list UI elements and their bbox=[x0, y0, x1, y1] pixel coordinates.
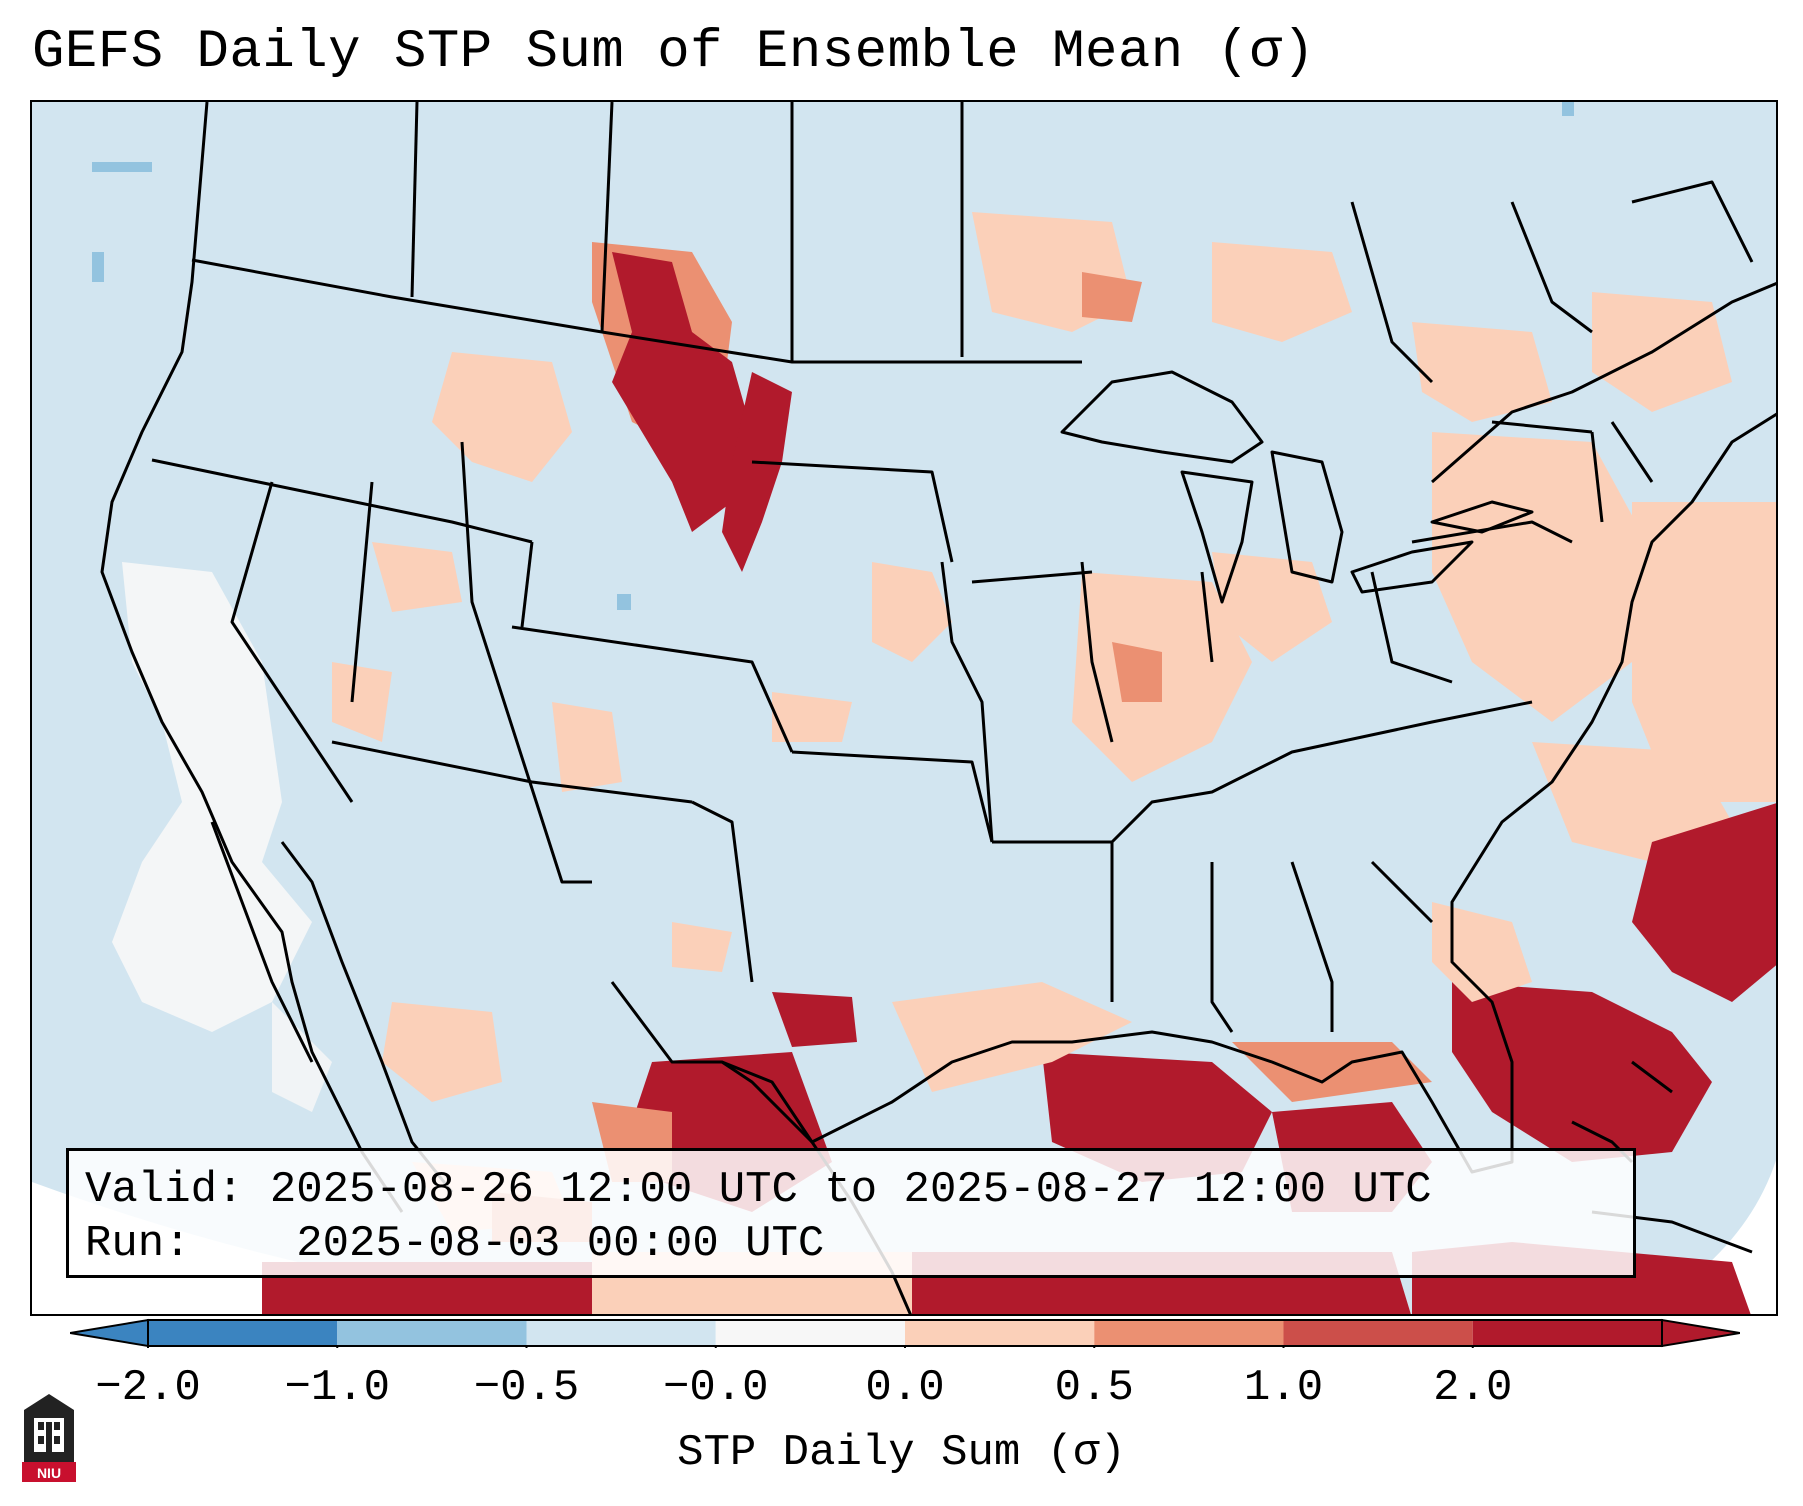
logo-text: NIU bbox=[37, 1465, 61, 1481]
colorbar-tick-label: 2.0 bbox=[1433, 1363, 1513, 1413]
colorbar-segment bbox=[1094, 1320, 1284, 1346]
run-label: Run: bbox=[85, 1219, 191, 1269]
colorbar-segment bbox=[905, 1320, 1095, 1346]
map-panel bbox=[30, 100, 1778, 1316]
colorbar-segment bbox=[1472, 1320, 1662, 1346]
colorbar-svg bbox=[69, 1318, 1741, 1348]
chart-title: GEFS Daily STP Sum of Ensemble Mean (σ) bbox=[32, 22, 1316, 83]
valid-value: 2025-08-26 12:00 UTC to 2025-08-27 12:00… bbox=[269, 1165, 1432, 1215]
university-building-icon: NIU bbox=[22, 1394, 76, 1482]
colorbar bbox=[69, 1318, 1741, 1348]
run-value: 2025-08-03 00:00 UTC bbox=[296, 1219, 825, 1269]
colorbar-tick-label: −2.0 bbox=[95, 1363, 201, 1413]
colorbar-extend-min bbox=[69, 1318, 149, 1348]
colorbar-segment bbox=[1283, 1320, 1473, 1346]
colorbar-extend-max bbox=[1661, 1318, 1741, 1348]
valid-line: Valid: 2025-08-26 12:00 UTC to 2025-08-2… bbox=[85, 1163, 1617, 1217]
colorbar-segment bbox=[337, 1320, 527, 1346]
valid-label: Valid: bbox=[85, 1165, 244, 1215]
colorbar-segment bbox=[148, 1320, 338, 1346]
colorbar-segment bbox=[526, 1320, 716, 1346]
colorbar-label: STP Daily Sum (σ) bbox=[677, 1428, 1126, 1478]
projection-edge-left bbox=[32, 1182, 609, 1314]
colorbar-tick-label: −0.5 bbox=[473, 1363, 580, 1413]
colorbar-tick-label: 0.0 bbox=[865, 1363, 945, 1413]
valid-run-info-box: Valid: 2025-08-26 12:00 UTC to 2025-08-2… bbox=[66, 1148, 1636, 1278]
map-background bbox=[32, 102, 1776, 1314]
colorbar-tick-label: −0.0 bbox=[662, 1363, 769, 1413]
coastlines-and-borders bbox=[100, 102, 1776, 1314]
run-line: Run: 2025-08-03 00:00 UTC bbox=[85, 1217, 1617, 1271]
projection-edge-right bbox=[1638, 1160, 1776, 1314]
colorbar-tick-label: 1.0 bbox=[1243, 1363, 1324, 1413]
colorbar-segment bbox=[715, 1320, 905, 1346]
colorbar-tick-label: 0.5 bbox=[1054, 1363, 1134, 1413]
map-canvas bbox=[32, 102, 1776, 1314]
colorbar-tick-label: −1.0 bbox=[284, 1363, 391, 1413]
